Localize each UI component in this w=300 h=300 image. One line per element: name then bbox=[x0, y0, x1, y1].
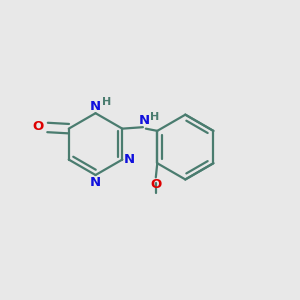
Text: H: H bbox=[150, 112, 160, 122]
Text: N: N bbox=[90, 100, 101, 112]
Text: N: N bbox=[90, 176, 101, 190]
Text: O: O bbox=[150, 178, 161, 191]
Text: N: N bbox=[139, 114, 150, 127]
Text: O: O bbox=[33, 120, 44, 134]
Text: N: N bbox=[124, 153, 135, 166]
Text: H: H bbox=[102, 97, 111, 107]
